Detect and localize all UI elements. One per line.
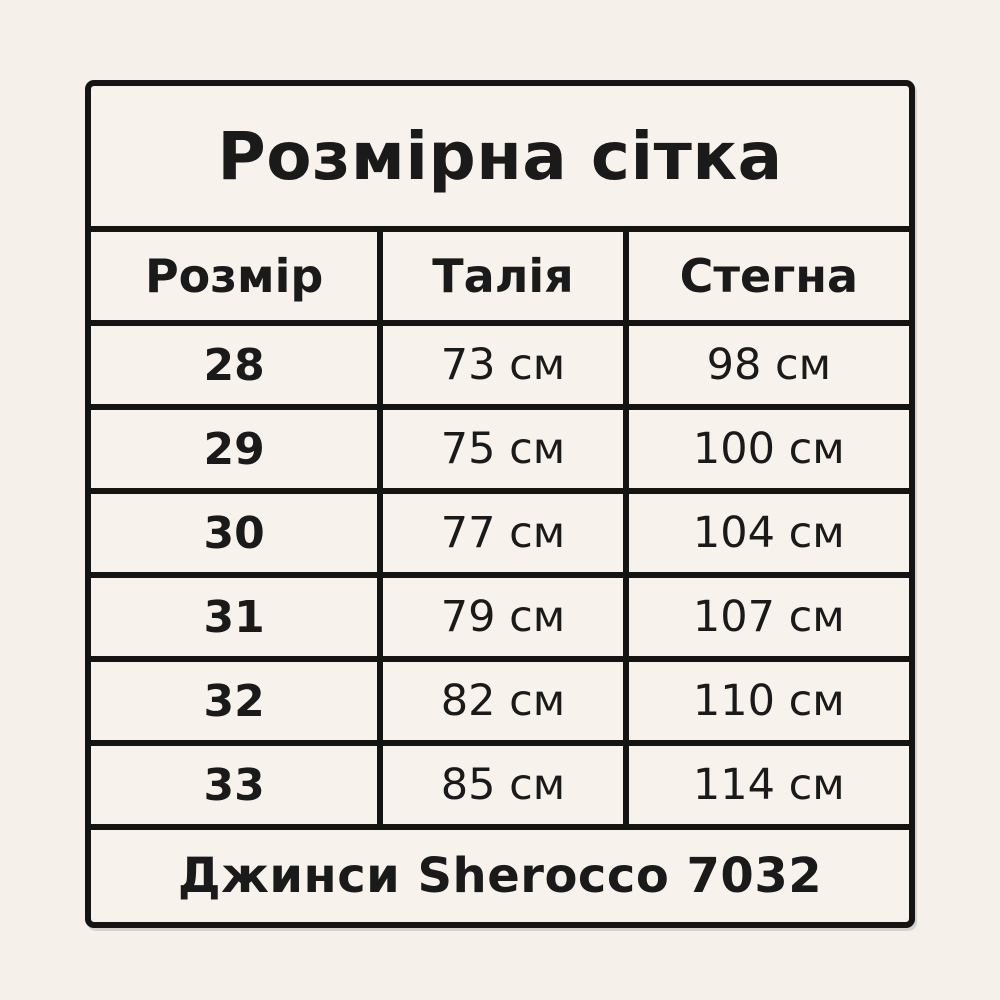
hips-cell: 98 см (622, 320, 909, 404)
header-row: Розмір Талія Стегна (91, 226, 909, 320)
size-cell: 29 (91, 404, 378, 488)
waist-cell: 82 см (377, 656, 623, 740)
col-header-size: Розмір (91, 226, 378, 320)
waist-cell: 85 см (377, 740, 623, 824)
hips-cell: 107 см (622, 572, 909, 656)
waist-cell: 73 см (377, 320, 623, 404)
table-row: 30 77 см 104 см (91, 488, 909, 572)
waist-cell: 79 см (377, 572, 623, 656)
size-cell: 32 (91, 656, 378, 740)
table-row: 29 75 см 100 см (91, 404, 909, 488)
hips-cell: 114 см (622, 740, 909, 824)
size-cell: 30 (91, 488, 378, 572)
hips-cell: 104 см (622, 488, 909, 572)
size-cell: 33 (91, 740, 378, 824)
size-cell: 28 (91, 320, 378, 404)
col-header-waist: Талія (377, 226, 623, 320)
table-row: 28 73 см 98 см (91, 320, 909, 404)
table-row: 31 79 см 107 см (91, 572, 909, 656)
size-chart-table: Розмірна сітка Розмір Талія Стегна 28 73… (85, 80, 915, 928)
hips-cell: 110 см (622, 656, 909, 740)
product-caption: Джинси Sherocco 7032 (91, 824, 909, 922)
size-cell: 31 (91, 572, 378, 656)
waist-cell: 77 см (377, 488, 623, 572)
chart-title: Розмірна сітка (217, 117, 783, 195)
waist-cell: 75 см (377, 404, 623, 488)
hips-cell: 100 см (622, 404, 909, 488)
table-row: 32 82 см 110 см (91, 656, 909, 740)
col-header-hips: Стегна (622, 226, 909, 320)
table-row: 33 85 см 114 см (91, 740, 909, 824)
